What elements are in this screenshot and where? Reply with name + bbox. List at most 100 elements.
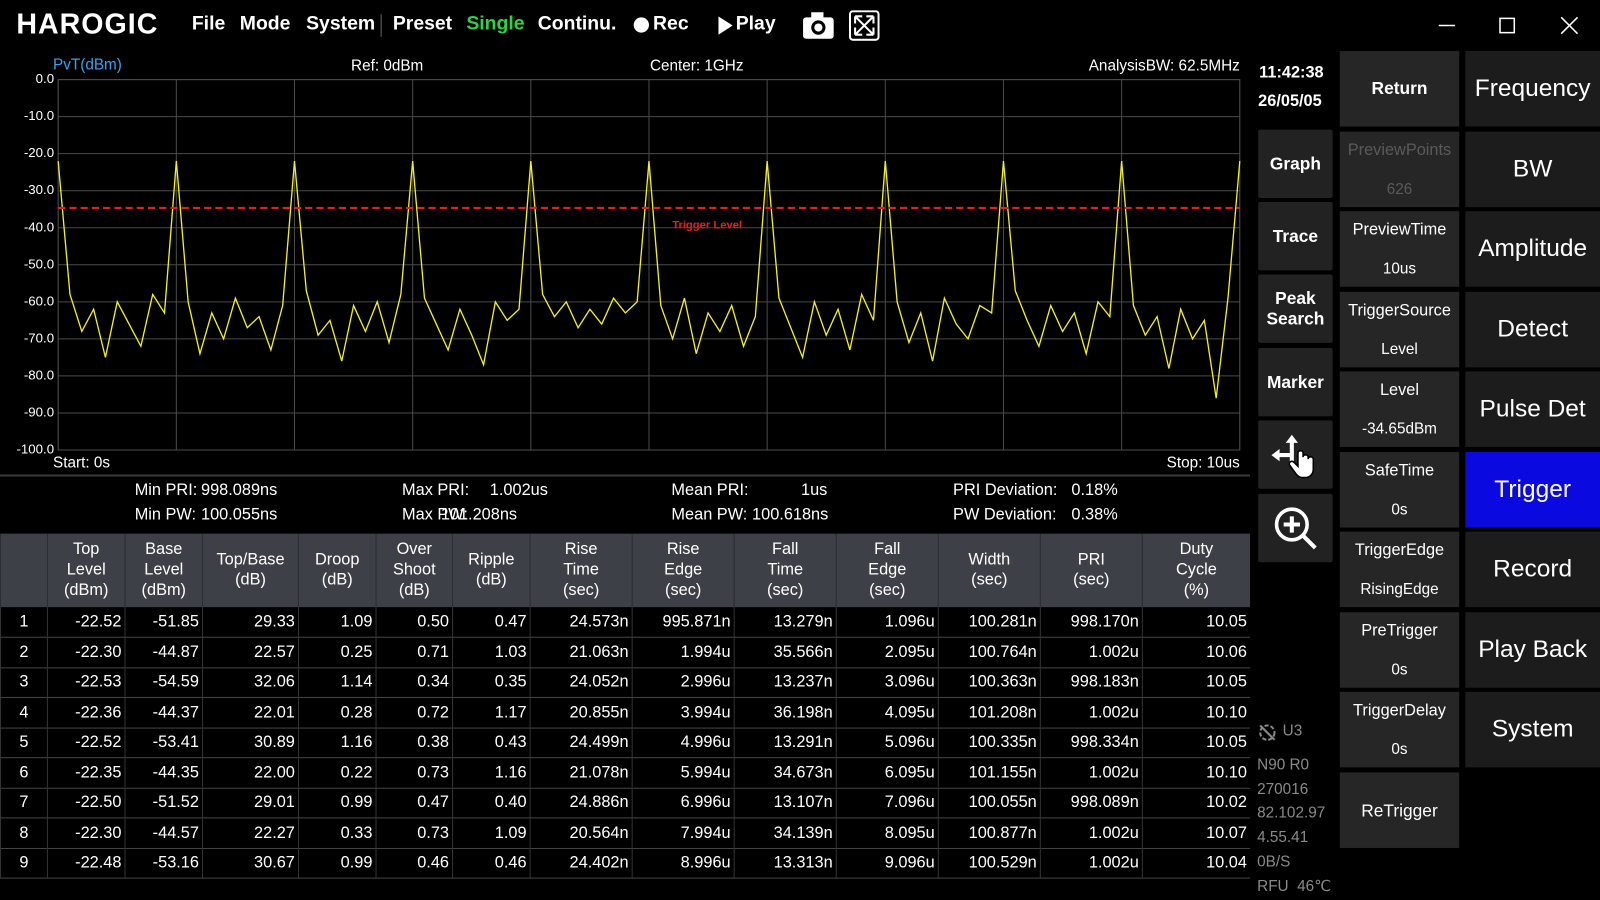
- table-cell: 4.996u: [631, 727, 734, 758]
- menu-item[interactable]: Rec: [653, 13, 689, 35]
- softkey-value: -34.65dBm: [1362, 420, 1437, 438]
- menu-key[interactable]: Amplitude: [1465, 211, 1600, 287]
- chart-header: AnalysisBW: 62.5MHz: [1089, 57, 1240, 74]
- table-cell: 30.67: [202, 847, 298, 878]
- table-cell: 29.01: [202, 787, 298, 818]
- softkey[interactable]: PreTrigger 0s: [1339, 611, 1460, 688]
- table-cell: 22.27: [202, 817, 298, 848]
- menu-key[interactable]: Play Back: [1465, 611, 1600, 688]
- menu-item[interactable]: Single: [466, 13, 525, 35]
- softkey-value: 10us: [1382, 260, 1417, 278]
- status-text: 270016: [1257, 780, 1309, 798]
- table-cell: 29.33: [202, 607, 298, 637]
- table-cell: 6.095u: [835, 757, 938, 788]
- softkey[interactable]: TriggerEdge RisingEdge: [1339, 531, 1460, 608]
- softkey[interactable]: TriggerSource Level: [1339, 291, 1460, 367]
- menu-key[interactable]: Frequency: [1465, 51, 1600, 127]
- table-cell: -51.52: [124, 787, 202, 818]
- menu-item[interactable]: Mode: [239, 13, 291, 35]
- table-cell: 34.139n: [733, 817, 836, 848]
- menu-key[interactable]: Detect: [1465, 291, 1600, 367]
- status-text: U3: [1282, 722, 1303, 740]
- softkey-value: 0s: [1391, 500, 1408, 518]
- table-cell: 0.46: [375, 847, 453, 878]
- softkey-label: Level: [1379, 381, 1420, 399]
- table-header: Top Level (dBm): [46, 533, 125, 608]
- softkey-label: TriggerDelay: [1353, 702, 1446, 720]
- table-cell: -44.87: [124, 637, 202, 667]
- move-button[interactable]: [1258, 420, 1333, 489]
- table-cell: 13.313n: [733, 847, 836, 878]
- menu-item[interactable]: File: [191, 13, 226, 35]
- menu-key[interactable]: Trigger: [1465, 451, 1600, 528]
- table-cell: 995.871n: [631, 607, 734, 637]
- stat-label: Min PW:: [134, 506, 197, 524]
- table-cell: 7.994u: [631, 817, 734, 848]
- table-cell: 4: [0, 697, 47, 728]
- menu-item[interactable]: Preset: [392, 13, 453, 35]
- table-cell: 4.095u: [835, 697, 938, 728]
- stat-value: 101.208ns: [440, 506, 518, 524]
- menu-item[interactable]: System: [306, 13, 376, 35]
- table-cell: 9: [0, 847, 47, 878]
- table-cell: 1.096u: [835, 607, 938, 637]
- divider: [0, 474, 1250, 477]
- stat-value: 100.618ns: [752, 506, 829, 524]
- softkey[interactable]: Return: [1339, 51, 1460, 127]
- stat-value: 1.002us: [489, 481, 548, 499]
- table-cell: 0.43: [452, 727, 530, 758]
- clock-date: 26/05/05: [1258, 92, 1322, 111]
- table-header: Fall Edge (sec): [835, 533, 938, 608]
- softkey-label: Return: [1371, 78, 1428, 98]
- stat-value: 998.089ns: [201, 481, 278, 499]
- table-cell: 1.16: [297, 727, 376, 758]
- stat-label: Min PRI:: [134, 481, 198, 499]
- table-row-line: [0, 847, 1250, 849]
- menu-key[interactable]: Record: [1465, 531, 1600, 608]
- table-cell: 10.02: [1141, 787, 1250, 818]
- table-cell: 13.237n: [733, 667, 836, 697]
- side-button[interactable]: Peak Search: [1258, 274, 1333, 343]
- window-controls[interactable]: [1429, 10, 1592, 41]
- softkey[interactable]: SafeTime 0s: [1339, 451, 1460, 528]
- side-button[interactable]: Marker: [1258, 347, 1333, 417]
- table-cell: 6.996u: [631, 787, 734, 818]
- table-cell: 1.002u: [1039, 817, 1142, 848]
- chart-title: PvT(dBm): [53, 56, 122, 73]
- menu-key[interactable]: BW: [1465, 131, 1600, 207]
- table-cell: 1.03: [452, 637, 530, 667]
- softkey-label: TriggerEdge: [1354, 541, 1445, 560]
- table-header: Top/Base (dB): [202, 533, 298, 608]
- table-cell: 0.38: [375, 727, 453, 758]
- table-cell: 0.47: [452, 607, 530, 637]
- table-cell: 0.99: [297, 787, 376, 818]
- table-cell: 10.05: [1141, 667, 1250, 697]
- status-text: RFU 46℃: [1257, 877, 1332, 895]
- table-cell: 20.564n: [529, 817, 632, 848]
- zoom-button[interactable]: [1258, 493, 1333, 563]
- softkey[interactable]: TriggerDelay 0s: [1339, 691, 1460, 768]
- table-cell: 1.14: [297, 667, 376, 697]
- zoom-icon: [1274, 506, 1317, 549]
- softkey-label: ReTrigger: [1361, 800, 1438, 820]
- camera-icon[interactable]: [802, 10, 835, 41]
- side-button[interactable]: Graph: [1258, 129, 1333, 198]
- record-icon: [633, 17, 649, 33]
- menu-item[interactable]: Play: [735, 13, 776, 35]
- softkey[interactable]: ReTrigger: [1339, 771, 1460, 848]
- trigger-level-label: Trigger Level: [672, 219, 742, 231]
- status-text: 4.55.41: [1257, 828, 1309, 846]
- table-header: [0, 533, 47, 608]
- table-cell: 1.16: [452, 757, 530, 788]
- menu-key[interactable]: Pulse Det: [1465, 371, 1600, 447]
- table-cell: 20.855n: [529, 697, 632, 728]
- softkey[interactable]: PreviewTime 10us: [1339, 211, 1460, 287]
- side-button[interactable]: Trace: [1258, 202, 1333, 271]
- softkey[interactable]: Level -34.65dBm: [1339, 371, 1460, 447]
- table-cell: -54.59: [124, 667, 202, 697]
- softkey-label: PreviewPoints: [1347, 141, 1452, 159]
- menu-key[interactable]: System: [1465, 691, 1600, 768]
- fullscreen-icon[interactable]: [848, 10, 880, 41]
- table-cell: 100.877n: [937, 817, 1040, 848]
- menu-item[interactable]: Continu.: [537, 13, 617, 35]
